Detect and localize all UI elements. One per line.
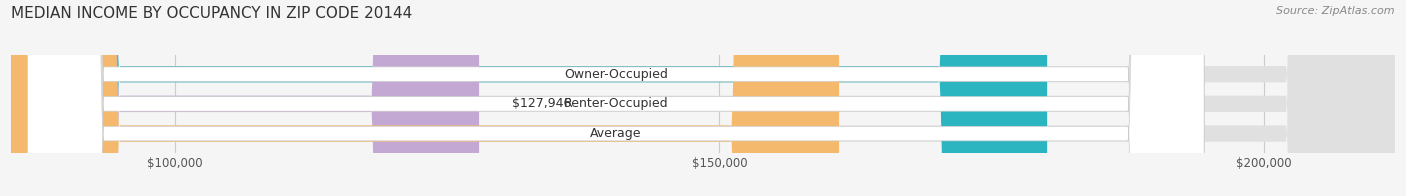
FancyBboxPatch shape: [11, 0, 839, 196]
Text: Renter-Occupied: Renter-Occupied: [564, 97, 668, 110]
FancyBboxPatch shape: [11, 0, 1395, 196]
Text: Owner-Occupied: Owner-Occupied: [564, 68, 668, 81]
FancyBboxPatch shape: [11, 0, 1395, 196]
FancyBboxPatch shape: [28, 0, 1204, 196]
Text: $127,946: $127,946: [512, 97, 571, 110]
Text: Average: Average: [591, 127, 641, 140]
FancyBboxPatch shape: [11, 0, 479, 196]
FancyBboxPatch shape: [11, 0, 1395, 196]
Text: $160,987: $160,987: [747, 127, 807, 140]
FancyBboxPatch shape: [11, 0, 1047, 196]
FancyBboxPatch shape: [28, 0, 1204, 196]
Text: $180,092: $180,092: [955, 68, 1015, 81]
FancyBboxPatch shape: [28, 0, 1204, 196]
Text: Source: ZipAtlas.com: Source: ZipAtlas.com: [1277, 6, 1395, 16]
Text: MEDIAN INCOME BY OCCUPANCY IN ZIP CODE 20144: MEDIAN INCOME BY OCCUPANCY IN ZIP CODE 2…: [11, 6, 412, 21]
